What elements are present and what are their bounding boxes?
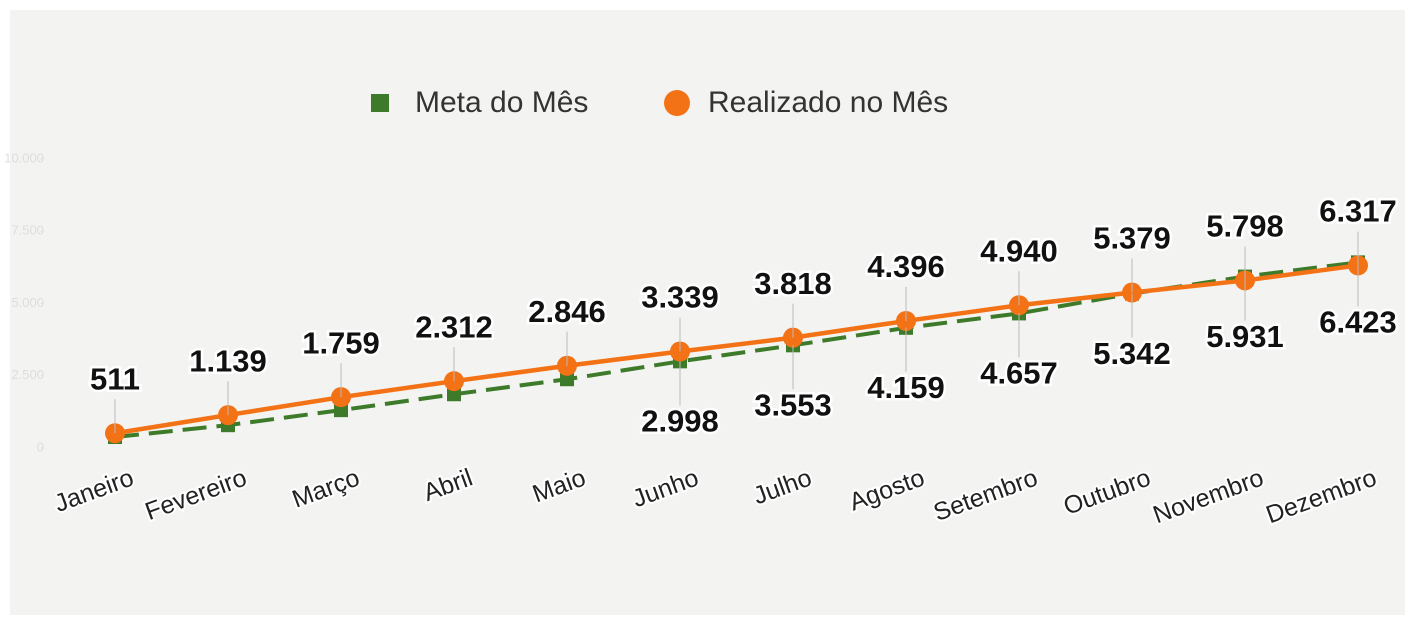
value-label: 6.317 [1319,194,1397,229]
legend-marker [664,90,690,116]
legend-label: Realizado no Mês [708,86,948,119]
value-label: 3.339 [641,280,719,315]
y-tick-label: 5.000 [11,295,44,310]
value-label: 2.998 [641,404,719,439]
value-label: 1.139 [189,343,267,378]
value-label: 4.657 [980,356,1058,391]
y-tick-label: 10.000 [4,150,44,165]
value-label: 3.553 [754,388,832,423]
value-label: 5.379 [1093,221,1171,256]
value-label: 5.342 [1093,336,1171,371]
y-tick-label: 2.500 [11,367,44,382]
value-label: 4.940 [980,233,1058,268]
value-label: 4.159 [867,370,945,405]
value-label: 5.798 [1206,209,1284,244]
y-tick-label: 0 [37,439,44,454]
value-label: 5.931 [1206,319,1284,354]
value-label: 2.846 [528,294,606,329]
legend-marker [371,94,389,112]
value-label: 6.423 [1319,305,1397,340]
value-label: 4.396 [867,249,945,284]
value-label: 511 [90,361,140,396]
y-tick-label: 7.500 [11,223,44,238]
value-label: 1.759 [302,325,380,360]
value-label: 2.312 [415,309,493,344]
legend-label: Meta do Mês [415,86,588,119]
chart: 02.5005.0007.50010.000JaneiroFevereiroMa… [0,0,1415,625]
value-label: 3.818 [754,266,832,301]
